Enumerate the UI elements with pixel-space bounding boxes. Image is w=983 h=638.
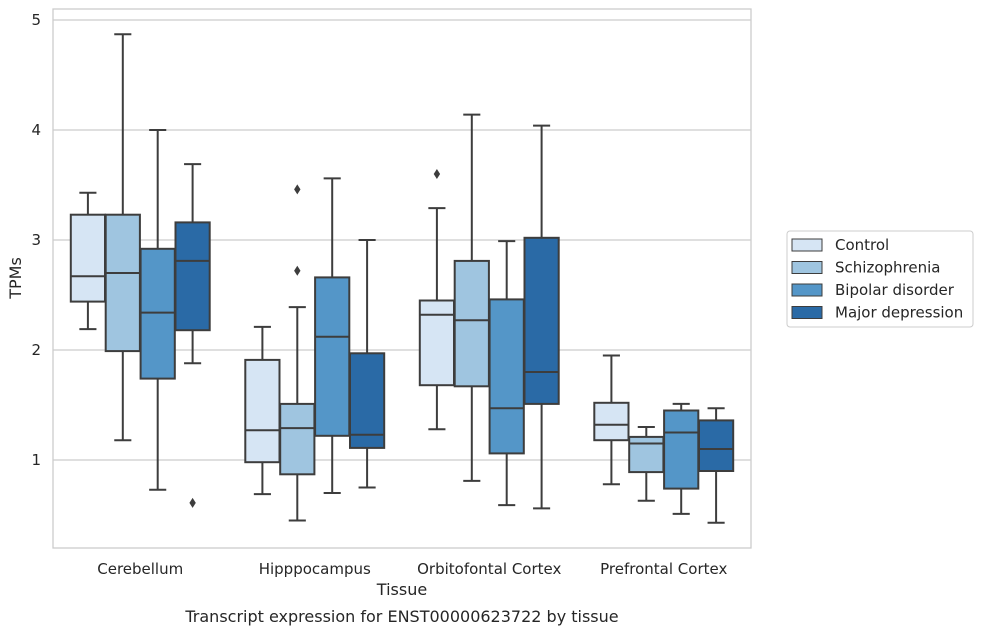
legend-swatch [791, 238, 823, 252]
box [104, 213, 141, 353]
box [314, 276, 351, 437]
box-group [523, 124, 560, 510]
y-tick-label: 2 [31, 341, 41, 359]
legend-label: Control [835, 236, 889, 254]
box-group [663, 402, 700, 515]
box [279, 402, 316, 476]
legend-label: Schizophrenia [835, 259, 940, 277]
y-ticks: 1 2 3 4 5 [31, 11, 41, 469]
outlier-point [189, 497, 196, 508]
box-layer [69, 33, 735, 524]
box-group [697, 407, 735, 524]
x-tick-label: Orbitofontal Cortex [417, 560, 561, 578]
box [593, 401, 630, 442]
plot-frame [52, 8, 752, 549]
legend-swatch [791, 261, 823, 274]
box [663, 409, 700, 490]
legend-label: Bipolar disorder [835, 281, 955, 299]
x-axis-label: Tissue [376, 580, 427, 599]
outlier-point [294, 184, 301, 195]
box [348, 352, 386, 449]
y-tick-label: 5 [31, 11, 41, 29]
x-tick-label: Prefrontal Cortex [600, 560, 727, 578]
box-group [314, 177, 351, 494]
box-group [69, 191, 107, 331]
box-group [279, 184, 316, 522]
box [488, 298, 525, 455]
figure-caption: Transcript expression for ENST0000062372… [184, 607, 618, 626]
box [69, 213, 107, 303]
y-tick-label: 3 [31, 231, 41, 249]
y-tick-label: 1 [31, 451, 41, 469]
box [244, 358, 281, 464]
box [697, 419, 735, 472]
box-group [139, 129, 176, 491]
outlier-point [433, 169, 441, 179]
legend: Control Schizophrenia Bipolar disorder Majo… [786, 230, 974, 328]
y-axis-label: TPMs [6, 257, 25, 300]
outlier-point [294, 265, 301, 276]
box-group [418, 169, 456, 431]
box [523, 236, 560, 405]
legend-label: Major depression [835, 304, 963, 322]
x-tick-label: Cerebellum [97, 560, 183, 578]
box [418, 299, 456, 387]
box-group [104, 33, 141, 442]
legend-swatch [791, 283, 823, 297]
box-group [628, 426, 665, 502]
y-tick-label: 4 [31, 121, 41, 139]
box-group [453, 113, 490, 482]
x-tick-label: Hipppocampus [259, 560, 371, 578]
box-group [488, 240, 525, 507]
x-ticks: Cerebellum Hipppocampus Orbitofontal Corte… [97, 560, 727, 578]
box-group [593, 354, 630, 486]
box [453, 259, 490, 388]
box [628, 435, 665, 474]
box-group [174, 163, 211, 508]
box-group [348, 239, 386, 489]
legend-frame [786, 230, 974, 328]
legend-swatch [791, 306, 823, 319]
box-group [244, 325, 281, 496]
box [174, 221, 211, 332]
box [139, 247, 176, 380]
